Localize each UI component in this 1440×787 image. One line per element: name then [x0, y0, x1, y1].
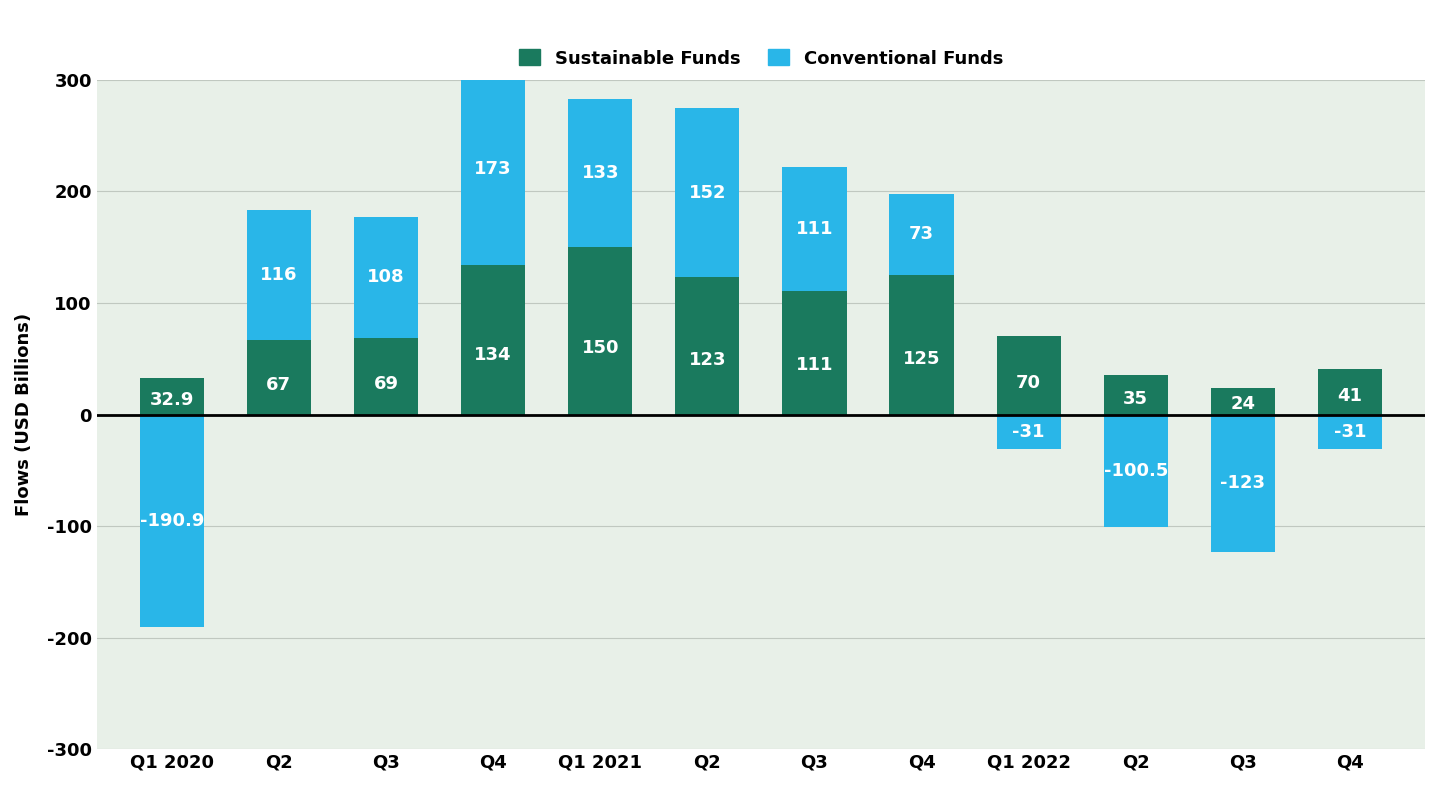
Bar — [782, 290, 847, 415]
Bar — [1211, 388, 1274, 415]
Text: 133: 133 — [582, 164, 619, 182]
Bar — [140, 415, 204, 627]
Text: -123: -123 — [1221, 474, 1266, 492]
Bar — [140, 378, 204, 415]
Bar — [1318, 369, 1382, 415]
Text: 111: 111 — [796, 220, 834, 238]
Bar — [782, 167, 847, 290]
Text: 134: 134 — [474, 345, 511, 364]
Text: -31: -31 — [1012, 423, 1045, 441]
Text: 41: 41 — [1338, 387, 1362, 405]
Bar — [1318, 415, 1382, 449]
Text: 125: 125 — [903, 349, 940, 368]
Text: -100.5: -100.5 — [1103, 461, 1168, 479]
Text: -31: -31 — [1333, 423, 1367, 441]
Bar — [567, 247, 632, 415]
Text: 150: 150 — [582, 338, 619, 357]
Text: 152: 152 — [688, 183, 726, 201]
Text: 70: 70 — [1017, 375, 1041, 392]
Bar — [1103, 415, 1168, 527]
Text: 67: 67 — [266, 375, 291, 394]
Bar — [354, 217, 418, 338]
Bar — [996, 336, 1061, 415]
Bar — [246, 340, 311, 415]
Bar — [461, 265, 526, 415]
Legend: Sustainable Funds, Conventional Funds: Sustainable Funds, Conventional Funds — [511, 42, 1011, 75]
Bar — [890, 194, 953, 275]
Text: 73: 73 — [909, 225, 935, 243]
Bar — [1211, 415, 1274, 552]
Bar — [567, 99, 632, 247]
Bar — [1103, 375, 1168, 415]
Bar — [461, 72, 526, 265]
Bar — [675, 277, 740, 415]
Text: 24: 24 — [1230, 395, 1256, 413]
Text: 173: 173 — [474, 160, 511, 178]
Bar — [246, 210, 311, 340]
Y-axis label: Flows (USD Billions): Flows (USD Billions) — [14, 313, 33, 516]
Bar — [890, 275, 953, 415]
Text: 69: 69 — [373, 375, 399, 393]
Text: 111: 111 — [796, 356, 834, 374]
Text: 116: 116 — [261, 266, 298, 284]
Text: 35: 35 — [1123, 390, 1148, 408]
Text: 108: 108 — [367, 268, 405, 286]
Bar — [996, 415, 1061, 449]
Bar — [354, 338, 418, 415]
Text: 123: 123 — [688, 351, 726, 368]
Text: 32.9: 32.9 — [150, 391, 194, 408]
Text: -190.9: -190.9 — [140, 512, 204, 530]
Bar — [675, 108, 740, 277]
